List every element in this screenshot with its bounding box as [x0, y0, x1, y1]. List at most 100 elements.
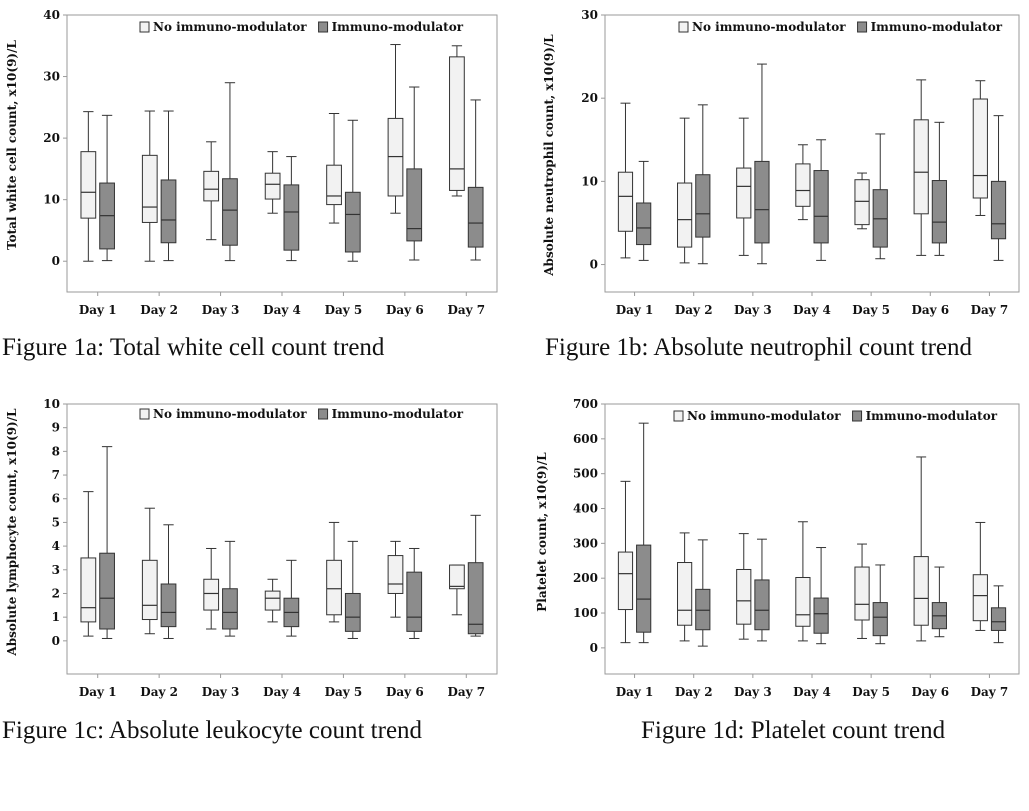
box-no-immunomodulator [795, 144, 811, 221]
legend-swatch-no-immunomodulator [678, 21, 689, 33]
legend-swatch-immunomodulator [318, 408, 329, 420]
x-tick-label: Day 3 [202, 685, 240, 699]
y-tick-label: 200 [573, 571, 598, 585]
x-tick-label: Day 7 [971, 303, 1009, 317]
y-tick-label: 700 [573, 397, 598, 411]
x-tick-label: Day 6 [911, 303, 949, 317]
y-tick-label: 0 [590, 641, 598, 655]
iqr-box [283, 184, 300, 251]
y-tick-label: 3 [52, 563, 60, 577]
iqr-box [141, 559, 158, 621]
plot-frame [604, 14, 1020, 293]
iqr-box [326, 559, 342, 616]
iqr-box [795, 576, 811, 627]
box-immunomodulator [406, 86, 423, 261]
x-tick-label: Day 4 [793, 303, 831, 317]
box-no-immunomodulator [203, 547, 220, 630]
y-axis-title: Total white cell count, x10(9)/L [5, 40, 19, 250]
iqr-box [617, 171, 634, 232]
box-no-immunomodulator [387, 44, 404, 214]
iqr-box [677, 562, 693, 626]
box-immunomodulator [636, 160, 652, 261]
box-immunomodulator [406, 547, 423, 639]
plot-frame [604, 403, 1020, 675]
iqr-box [913, 119, 929, 215]
box-no-immunomodulator [913, 456, 929, 642]
box-no-immunomodulator [141, 507, 158, 635]
legend: No immuno-modulator Immuno-modulator [673, 409, 998, 423]
plot-frame [66, 403, 498, 675]
y-tick-label: 4 [52, 539, 60, 553]
x-tick-label: Day 7 [447, 303, 485, 317]
y-tick-label: 20 [43, 131, 60, 145]
iqr-box [872, 602, 888, 637]
legend-swatch-immunomodulator [852, 410, 863, 422]
y-tick-label: 8 [52, 444, 60, 458]
legend-swatch-no-immunomodulator [673, 410, 684, 422]
x-tick-label: Day 5 [852, 685, 890, 699]
x-tick-label: Day 1 [616, 303, 654, 317]
iqr-box [406, 571, 423, 632]
iqr-box [736, 167, 752, 219]
box-immunomodulator [931, 566, 947, 638]
x-tick-label: Day 2 [675, 303, 713, 317]
x-tick-label: Day 5 [852, 303, 890, 317]
y-tick-label: 2 [52, 586, 60, 600]
figure-caption-1c: Figure 1c: Absolute leukocyte count tren… [2, 717, 423, 744]
x-tick-label: Day 4 [793, 685, 831, 699]
legend: No immuno-modulator Immuno-modulator [678, 20, 1003, 34]
legend-label-immunomodulator: Immuno-modulator [871, 20, 1003, 34]
x-tick-label: Day 6 [386, 685, 424, 699]
box-immunomodulator [695, 539, 711, 647]
y-axis-title: Absolute lymphocyte count, x10(9)/L [5, 408, 19, 657]
y-tick-label: 10 [43, 193, 60, 207]
iqr-box [695, 588, 711, 631]
box-no-immunomodulator [736, 117, 752, 256]
iqr-box [344, 191, 361, 253]
box-immunomodulator [344, 540, 361, 639]
box-no-immunomodulator [203, 141, 220, 241]
iqr-box [344, 592, 361, 632]
iqr-box [990, 607, 1007, 631]
y-axis-title: Platelet count, x10(9)/L [535, 452, 549, 612]
iqr-box [795, 163, 811, 207]
y-tick-label: 300 [573, 536, 598, 550]
boxplot-chart-1d: 0 100 200 300 400 500 600 700 Platelet count, x1… [535, 397, 1020, 699]
chart-panel-1c: 0 1 2 3 4 5 6 7 8 9 10 Absolute lymphocyte count, x… [0, 392, 514, 712]
iqr-box [449, 564, 465, 590]
box-immunomodulator [467, 99, 484, 261]
box-no-immunomodulator [264, 151, 281, 214]
iqr-box [203, 578, 220, 611]
figure-caption-1b: Figure 1b: Absolute neutrophil count tre… [545, 334, 973, 361]
y-tick-label: 30 [581, 8, 598, 22]
boxplot-chart-1a: 0 10 20 30 40 Total white cell count, x10(9)/… [5, 8, 498, 317]
chart-panel-1a: 0 10 20 30 40 Total white cell count, x10(9)/… [0, 0, 514, 330]
iqr-box [754, 579, 770, 631]
plot-frame [66, 14, 498, 293]
x-tick-label: Day 3 [734, 303, 772, 317]
chart-panel-1d: 0 100 200 300 400 500 600 700 Platelet count, x1… [514, 392, 1029, 712]
box-immunomodulator [636, 422, 652, 644]
y-tick-label: 0 [52, 634, 60, 648]
y-tick-label: 6 [52, 492, 60, 506]
y-tick-label: 0 [52, 254, 60, 268]
figure-caption-1d: Figure 1d: Platelet count trend [641, 717, 946, 744]
box-immunomodulator [344, 119, 361, 262]
box-no-immunomodulator [80, 491, 97, 637]
chart-panel-1b: 0 10 20 30 Absolute neutrophil count, x10(9)… [514, 0, 1029, 330]
x-tick-label: Day 6 [911, 685, 949, 699]
x-tick-label: Day 4 [263, 303, 301, 317]
box-immunomodulator [695, 104, 711, 265]
box-no-immunomodulator [326, 521, 342, 623]
iqr-box [854, 179, 870, 226]
y-tick-label: 10 [43, 397, 60, 411]
y-tick-label: 20 [581, 91, 598, 105]
iqr-box [222, 178, 238, 246]
x-tick-label: Day 1 [79, 685, 117, 699]
iqr-box [990, 180, 1007, 240]
box-immunomodulator [99, 114, 115, 262]
iqr-box [636, 202, 652, 246]
iqr-box [854, 566, 870, 621]
box-immunomodulator [160, 110, 177, 262]
iqr-box [203, 170, 220, 202]
